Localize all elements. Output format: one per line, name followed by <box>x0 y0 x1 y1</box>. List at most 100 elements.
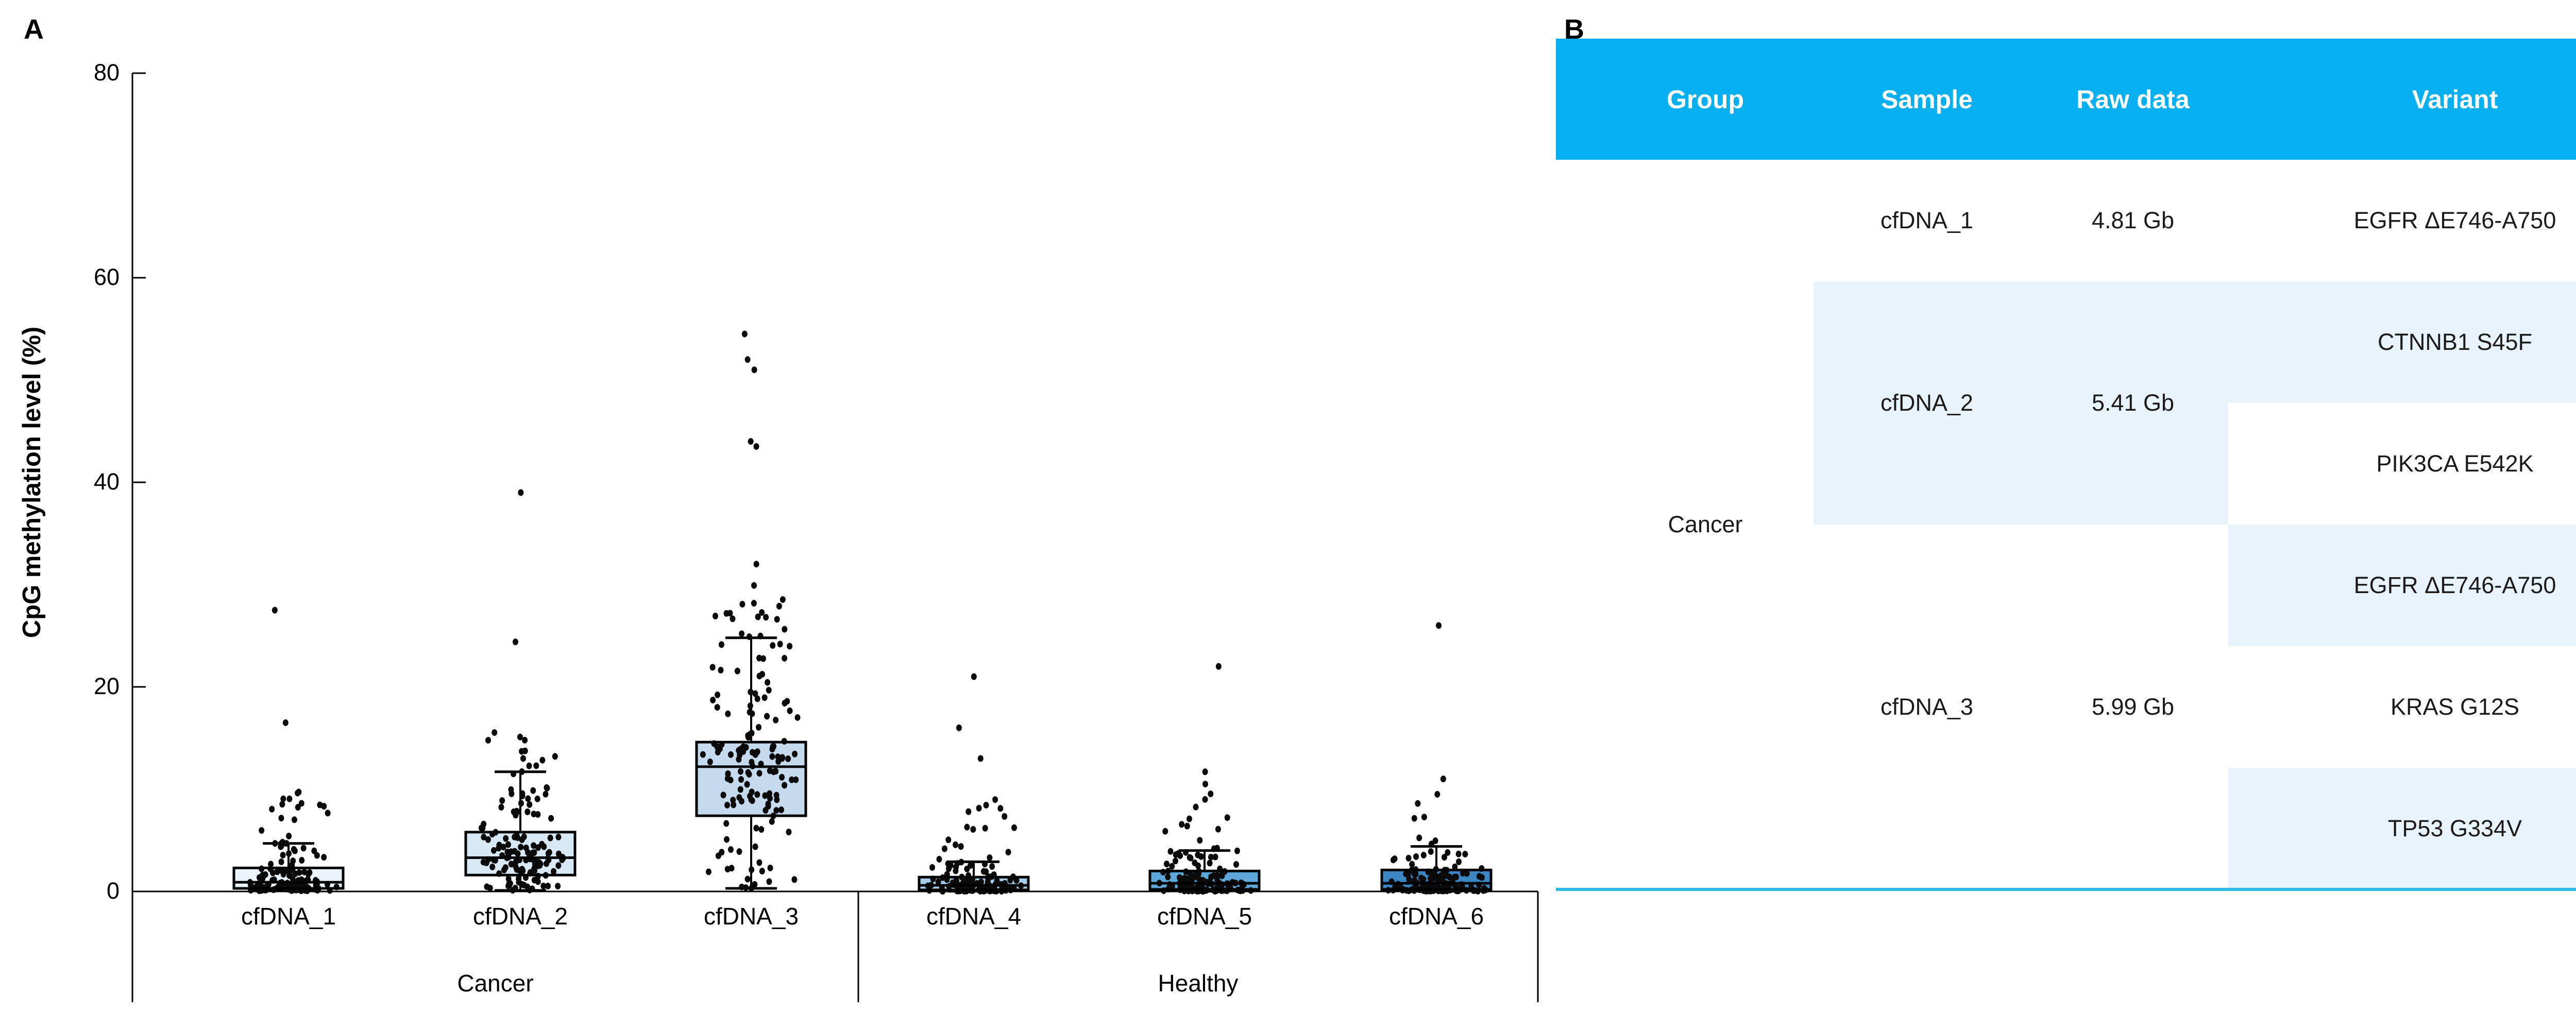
scatter-point <box>1202 781 1209 788</box>
scatter-point <box>1167 848 1174 855</box>
scatter-point <box>524 808 531 815</box>
variant-row-highlight <box>2228 281 2576 403</box>
scatter-point <box>1415 800 1421 807</box>
scatter-point <box>531 849 537 856</box>
scatter-point <box>749 866 755 873</box>
scatter-point <box>278 858 284 865</box>
scatter-point <box>485 737 492 744</box>
scatter-point <box>1188 854 1194 862</box>
scatter-point <box>744 875 751 883</box>
y-tick-label: 40 <box>94 468 120 495</box>
scatter-point <box>745 734 752 741</box>
scatter-point <box>964 823 970 831</box>
scatter-point <box>776 602 782 610</box>
scatter-point <box>1011 824 1018 831</box>
table-cell-raw-data: 5.41 Gb <box>2091 390 2175 416</box>
scatter-point <box>1234 847 1240 854</box>
scatter-point <box>730 615 736 622</box>
scatter-point <box>1197 837 1203 844</box>
scatter-point <box>787 707 793 714</box>
scatter-point <box>511 770 517 778</box>
scatter-point <box>1440 776 1446 783</box>
scatter-point <box>1202 796 1208 803</box>
scatter-point <box>987 854 993 862</box>
scatter-point <box>1202 768 1208 776</box>
scatter-point <box>709 664 716 671</box>
scatter-point <box>954 860 960 867</box>
scatter-point <box>945 865 952 872</box>
scatter-point <box>299 857 305 864</box>
scatter-point <box>738 776 744 783</box>
scatter-point <box>1007 877 1013 884</box>
scatter-point <box>537 862 543 869</box>
scatter-point <box>519 748 525 755</box>
scatter-point <box>748 885 754 892</box>
group-label-healthy: Healthy <box>1158 970 1239 997</box>
scatter-point <box>794 714 801 721</box>
scatter-point <box>525 795 531 802</box>
scatter-point <box>272 840 278 847</box>
scatter-point <box>1193 803 1199 811</box>
scatter-point <box>500 844 506 851</box>
scatter-point <box>725 770 731 777</box>
scatter-point <box>773 768 779 775</box>
scatter-point <box>1420 851 1427 858</box>
scatter-point <box>782 782 788 789</box>
scatter-point <box>539 840 545 848</box>
scatter-point <box>1186 815 1192 822</box>
box-border-cfDNA_2 <box>464 831 577 877</box>
scatter-point <box>945 836 952 844</box>
scatter-point <box>508 861 514 868</box>
scatter-point <box>748 438 754 445</box>
scatter-point <box>531 865 537 872</box>
scatter-point <box>283 840 290 847</box>
scatter-point <box>518 800 524 807</box>
group-label-cancer: Cancer <box>457 970 533 997</box>
table-cell-variant: KRAS G12S <box>2390 694 2520 720</box>
scatter-point <box>1392 855 1398 863</box>
scatter-point <box>782 626 788 633</box>
scatter-point <box>737 768 743 775</box>
scatter-point <box>971 673 977 680</box>
scatter-point <box>268 861 274 868</box>
scatter-point <box>786 829 792 836</box>
scatter-point <box>714 704 720 711</box>
x-tick-label-cfDNA_6: cfDNA_6 <box>1389 903 1484 930</box>
scatter-point <box>270 869 276 877</box>
scatter-point <box>485 836 491 843</box>
scatter-point <box>530 787 536 794</box>
scatter-point <box>756 723 762 731</box>
x-tick-label-cfDNA_2: cfDNA_2 <box>473 903 568 930</box>
scatter-point <box>762 792 768 799</box>
scatter-point <box>512 884 518 891</box>
x-tick-label-cfDNA_4: cfDNA_4 <box>926 903 1021 930</box>
table-cell-raw-data: 5.99 Gb <box>2091 694 2175 720</box>
scatter-point <box>756 770 762 777</box>
scatter-point <box>769 753 775 760</box>
scatter-point <box>1211 845 1217 852</box>
scatter-point <box>941 845 947 852</box>
scatter-point <box>1207 860 1213 867</box>
scatter-point <box>514 866 520 873</box>
scatter-point <box>1455 858 1462 865</box>
scatter-point <box>555 862 562 869</box>
scatter-point <box>736 848 742 855</box>
scatter-point <box>1179 821 1185 828</box>
scatter-point <box>752 843 758 850</box>
scatter-point <box>260 871 266 879</box>
scatter-point <box>1420 875 1427 883</box>
scatter-point <box>286 832 292 839</box>
scatter-point <box>756 654 762 662</box>
scatter-point <box>743 744 749 751</box>
scatter-point <box>295 804 301 811</box>
scatter-point <box>534 795 540 802</box>
scatter-point <box>751 600 757 607</box>
table-cell-variant: CTNNB1 S45F <box>2377 329 2533 355</box>
scatter-point <box>763 614 769 621</box>
scatter-point <box>935 878 941 885</box>
scatter-point <box>714 743 720 750</box>
column-header-raw-data: Raw data <box>2076 85 2190 114</box>
scatter-point <box>1421 814 1427 821</box>
scatter-point <box>747 702 753 710</box>
